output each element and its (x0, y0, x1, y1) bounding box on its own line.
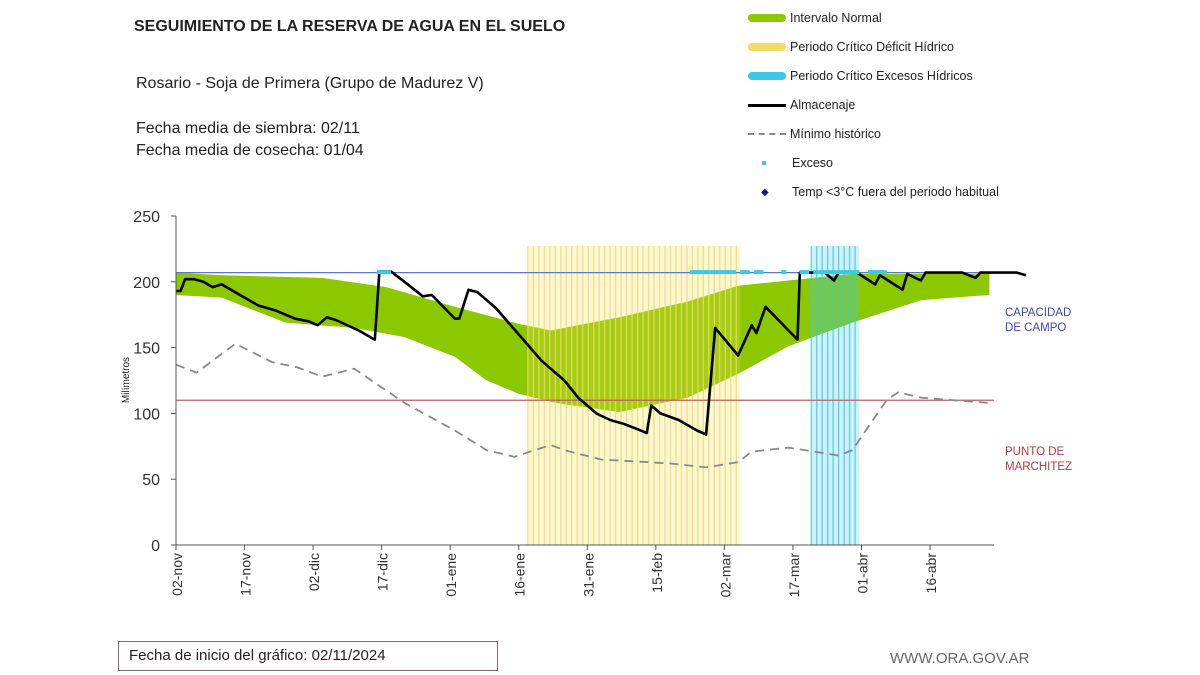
y-tick-label: 200 (133, 275, 160, 292)
legend-label: Mínimo histórico (790, 127, 881, 141)
exceso-marker (712, 270, 718, 275)
y-tick-label: 50 (142, 472, 160, 489)
legend-swatch-minimo (748, 133, 786, 135)
exceso-marker (740, 270, 746, 275)
exceso-marker (744, 270, 750, 275)
legend-item-minimo: Mínimo histórico (748, 127, 881, 141)
exceso-marker (731, 270, 737, 275)
legend-label: Intervalo Normal (790, 11, 882, 25)
exceso-marker (799, 270, 805, 275)
legend-item-excesos: Periodo Crítico Excesos Hídricos (748, 69, 973, 83)
exceso-marker (836, 270, 842, 275)
exceso-marker (872, 270, 878, 275)
start-date-box: Fecha de inicio del gráfico: 02/11/2024 (118, 641, 498, 671)
legend-swatch-deficit (748, 43, 786, 51)
exceso-marker (781, 270, 787, 275)
x-tick-label: 02-dic (306, 553, 322, 591)
exceso-marker (877, 270, 883, 275)
exceso-marker (726, 270, 732, 275)
exceso-marker (831, 270, 837, 275)
x-tick-label: 17-nov (238, 553, 254, 596)
legend-label: Periodo Crítico Excesos Hídricos (790, 69, 973, 83)
exceso-marker (385, 270, 391, 275)
exceso-marker (826, 270, 832, 275)
reference-label-marchitez: PUNTO DE (1005, 446, 1065, 458)
x-tick-label: 02-mar (717, 553, 733, 598)
x-tick-label: 01-abr (854, 553, 870, 594)
exceso-marker (840, 270, 846, 275)
exceso-marker (881, 270, 887, 275)
legend-item-temp: ◆ Temp <3°C fuera del periodo habitual (748, 185, 999, 199)
exceso-marker (708, 270, 714, 275)
deficit-period (527, 246, 741, 545)
exceso-marker (717, 270, 723, 275)
legend-label: Exceso (792, 156, 833, 170)
exceso-marker (381, 270, 387, 275)
x-tick-label: 17-mar (786, 553, 802, 598)
legend-item-deficit: Periodo Crítico Déficit Hídrico (748, 40, 954, 54)
sowing-date: Fecha media de siembra: 02/11 (136, 120, 360, 137)
exceso-marker (694, 270, 700, 275)
exceso-marker (689, 270, 695, 275)
legend-item-normal: Intervalo Normal (748, 11, 882, 25)
exceso-marker (854, 270, 860, 275)
reference-label-capacidad: DE CAMPO (1005, 322, 1066, 334)
legend-swatch-exceso (748, 161, 778, 165)
exceso-marker (753, 270, 759, 275)
reference-label-capacidad: CAPACIDAD (1005, 307, 1071, 319)
x-tick-label: 02-nov (169, 553, 185, 596)
legend-item-exceso: Exceso (748, 156, 833, 170)
exceso-marker (845, 270, 851, 275)
exceso-marker (721, 270, 727, 275)
chart-subtitle: Rosario - Soja de Primera (Grupo de Madu… (136, 75, 484, 92)
exceso-marker (804, 270, 810, 275)
exceso-marker (849, 270, 855, 275)
source-url: WWW.ORA.GOV.AR (890, 650, 1030, 667)
legend-label: Almacenaje (790, 98, 856, 112)
y-tick-label: 250 (133, 209, 160, 226)
exceso-marker (868, 270, 874, 275)
y-tick-label: 150 (133, 341, 160, 358)
exceso-marker (813, 270, 819, 275)
x-tick-label: 16-ene (512, 553, 528, 597)
excesos-period (810, 246, 860, 545)
legend-swatch-almacenaje (748, 103, 786, 107)
x-tick-label: 17-dic (375, 553, 391, 591)
exceso-marker (376, 270, 382, 275)
y-tick-label: 100 (133, 406, 160, 423)
x-tick-label: 31-ene (580, 553, 596, 597)
legend-label: Periodo Crítico Déficit Hídrico (790, 40, 954, 54)
series-minimo (175, 342, 990, 469)
exceso-marker (758, 270, 764, 275)
x-tick-label: 15-feb (649, 553, 665, 593)
exceso-marker (822, 270, 828, 275)
exceso-marker (817, 270, 823, 275)
series-almacenaje (176, 269, 1027, 436)
reference-label-marchitez: MARCHITEZ (1005, 461, 1072, 473)
chart-title: SEGUIMIENTO DE LA RESERVA DE AGUA EN EL … (134, 18, 566, 35)
legend-label: Temp <3°C fuera del periodo habitual (792, 185, 999, 199)
exceso-marker (699, 270, 705, 275)
legend-swatch-excesos (748, 72, 786, 80)
legend-item-almacenaje: Almacenaje (748, 98, 855, 112)
exceso-marker (703, 270, 709, 275)
x-tick-label: 01-ene (443, 553, 459, 597)
excesos-period-bg (811, 246, 860, 545)
harvest-date: Fecha media de cosecha: 01/04 (136, 142, 364, 159)
y-axis-label: Milímetros (121, 357, 132, 403)
legend-swatch-temp: ◆ (761, 186, 769, 198)
legend-swatch-normal (748, 14, 786, 22)
y-tick-label: 0 (151, 538, 160, 555)
x-tick-label: 16-abr (923, 553, 939, 594)
deficit-period-bg (527, 246, 741, 545)
